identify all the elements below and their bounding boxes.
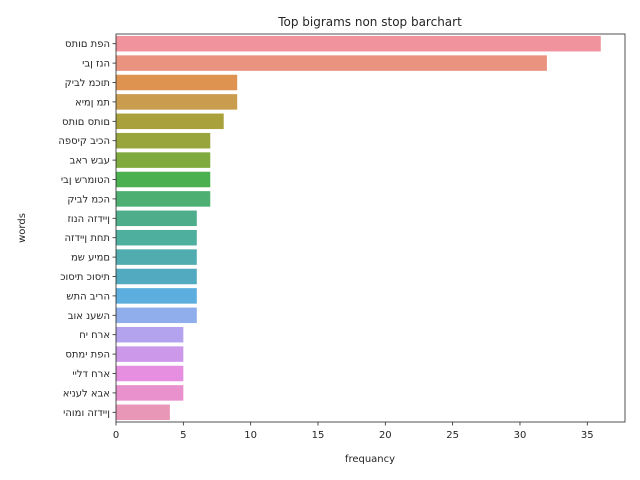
x-tick-label: 30 — [514, 430, 527, 441]
bar — [116, 365, 184, 382]
plot-frame — [115, 33, 626, 423]
bar — [116, 191, 211, 207]
x-axis-ticks: 0 5 10 15 20 25 30 35 — [113, 422, 594, 441]
y-tick-label: תחת ןיידזה — [64, 233, 110, 244]
bar — [116, 307, 197, 324]
y-axis-label: words — [17, 213, 28, 243]
y-tick-label: ארח יח — [79, 330, 110, 341]
bar — [116, 346, 184, 362]
bar — [116, 268, 197, 285]
x-tick-label: 25 — [446, 430, 459, 441]
y-tick-label: הריב התש — [66, 291, 110, 302]
bar — [116, 229, 197, 246]
y-tick-label: תיסוכ תיסוכ — [60, 272, 110, 283]
bar — [116, 35, 601, 52]
y-tick-label: הכיב קיספה — [58, 136, 110, 147]
chart-title: Top bigrams non stop barchart — [277, 15, 462, 29]
y-tick-label: אבא לעניא — [63, 388, 110, 399]
bar — [116, 132, 211, 149]
x-tick-label: 0 — [113, 430, 119, 441]
bar — [116, 385, 184, 401]
plot-border — [115, 33, 626, 423]
y-tick-label: תוכמ לביק — [65, 78, 110, 89]
y-tick-label: הנז ןבי — [82, 59, 110, 70]
bar — [116, 326, 184, 343]
y-tick-label: הפת ימתס — [65, 350, 110, 361]
x-tick-label: 20 — [379, 430, 392, 441]
y-tick-label: ןיידזה ומוהי — [63, 408, 110, 419]
y-tick-label: הפת םותס — [65, 39, 110, 50]
y-tick-label: םמיע שמ — [71, 253, 110, 264]
bar — [116, 249, 197, 265]
y-tick-label: הכמ לביק — [67, 194, 110, 205]
bar — [116, 152, 211, 168]
y-tick-label: השענ אוב — [68, 311, 110, 322]
y-tick-label: ארח דליי — [72, 369, 110, 380]
y-tick-label: םותס םותס — [62, 117, 110, 128]
bar — [116, 404, 170, 421]
y-tick-label: תמ ןמיא — [75, 97, 110, 108]
bar — [116, 74, 238, 91]
x-axis-label: frequancy — [345, 454, 395, 465]
x-tick-label: 10 — [244, 430, 257, 441]
x-tick-label: 5 — [180, 430, 186, 441]
x-tick-label: 15 — [312, 430, 325, 441]
bar — [116, 288, 197, 304]
bar — [116, 94, 238, 110]
x-tick-label: 35 — [581, 430, 594, 441]
y-axis-ticks: הפת םותס הנז ןבי תוכמ לביק תמ ןמיא םותס םותס… — [58, 39, 116, 419]
bar — [116, 171, 211, 188]
bar — [116, 113, 224, 130]
bar — [116, 55, 547, 71]
y-tick-label: ןיידזה הנוז — [67, 214, 110, 225]
y-tick-label: הטומרש ןבי — [61, 175, 110, 186]
bars-group — [116, 35, 601, 421]
y-tick-label: עבש ראב — [70, 156, 110, 167]
bar — [116, 210, 197, 227]
